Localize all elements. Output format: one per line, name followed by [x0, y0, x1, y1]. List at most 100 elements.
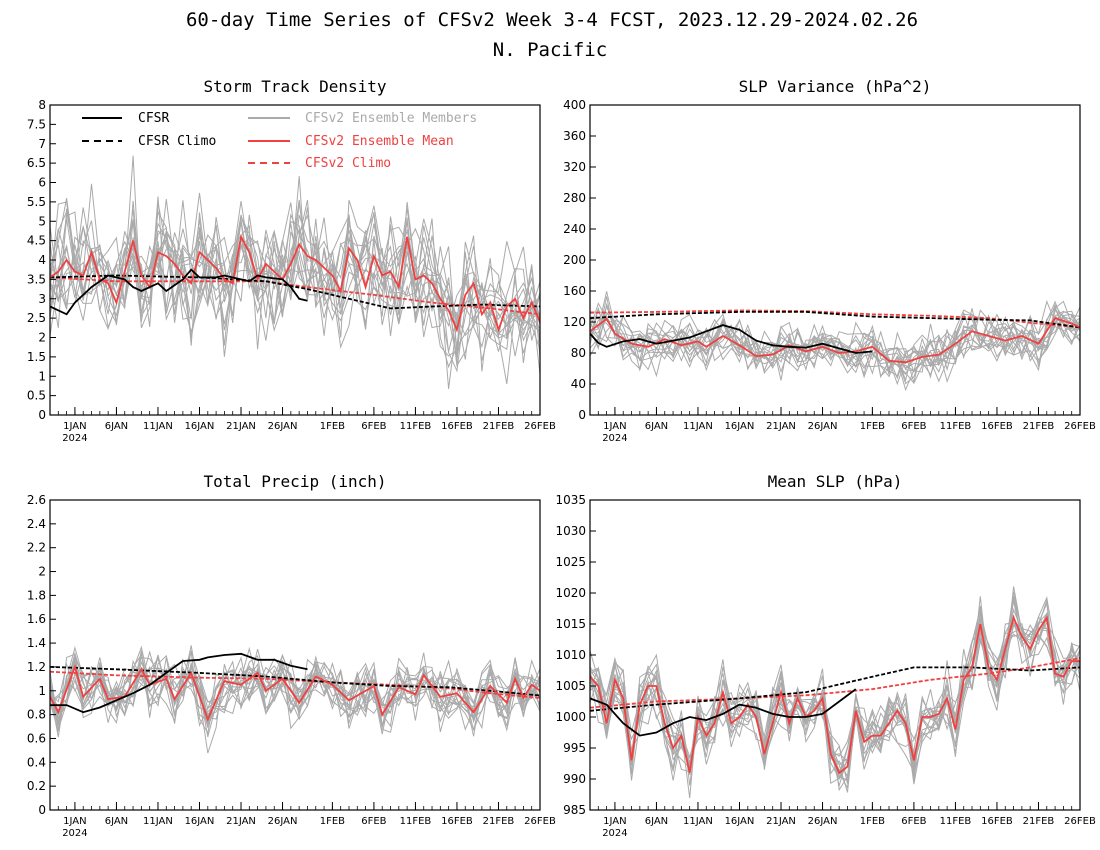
y-tick-label: 1010: [555, 648, 586, 662]
series-cfsv2-ensemble-mean: [590, 615, 1080, 775]
y-tick-label: 1030: [555, 524, 586, 538]
series-cfsv2-climo: [590, 309, 1080, 329]
y-tick-label: 6: [38, 176, 46, 190]
x-tick-label: 1FEB: [860, 816, 885, 827]
panels: Storm Track Density 0 0.5 1 1.5 2 2.5 3 3.5 4 4.5 5…: [27, 77, 1096, 839]
x-tick-label: 16FEB: [441, 816, 473, 827]
ensemble-member-line: [50, 645, 540, 733]
x-tick-label: 11FEB: [940, 816, 972, 827]
x-tick-label: 1JAN: [603, 421, 626, 432]
y-tick-label: 4.5: [27, 234, 46, 248]
y-tick-label: 1000: [555, 710, 586, 724]
plot-frame: [589, 104, 1081, 416]
panel-title: Mean SLP (hPa): [768, 472, 903, 491]
legend-label: CFSR Climo: [138, 134, 216, 149]
y-tick-label: 80: [571, 346, 586, 360]
y-tick-label: 1015: [555, 617, 586, 631]
x-tick-year-label: 2024: [62, 433, 87, 444]
series-cfsv2-climo: [590, 657, 1080, 709]
series-cfsr: [50, 268, 308, 316]
y-tick-label: 280: [563, 191, 586, 205]
x-tick-label: 6JAN: [645, 816, 668, 827]
series-cfsr: [590, 324, 873, 354]
series-cfsv2-climo: [50, 276, 540, 316]
panel-title: SLP Variance (hPa^2): [739, 77, 932, 96]
y-tick-label: 1.2: [27, 660, 46, 674]
y-tick-label: 400: [563, 98, 586, 112]
y-tick-label: 3.5: [27, 272, 46, 286]
plot-area: [590, 291, 1080, 392]
x-tick-label: 16JAN: [725, 816, 755, 827]
legend-label: CFSv2 Ensemble Mean: [305, 134, 454, 149]
y-tick-label: 40: [571, 377, 586, 391]
x-tick-label: 21FEB: [1023, 421, 1055, 432]
ensemble-member-line: [50, 199, 540, 357]
series-cfsr-climo: [590, 310, 1080, 329]
x-tick-label: 11JAN: [683, 816, 713, 827]
x-tick-label: 16JAN: [185, 421, 215, 432]
y-tick-label: 160: [563, 284, 586, 298]
x-tick-label: 21JAN: [766, 816, 796, 827]
figure-region: N. Pacific: [493, 39, 607, 61]
y-tick-label: 7.5: [27, 117, 46, 131]
y-tick-label: 1.4: [27, 636, 46, 650]
y-tick-label: 1.6: [27, 612, 46, 626]
x-tick-label: 11FEB: [940, 421, 972, 432]
y-tick-label: 0.8: [27, 708, 46, 722]
y-tick-label: 200: [563, 253, 586, 267]
panel-title: Total Precip (inch): [203, 472, 386, 491]
series-cfsv2-ensemble-mean: [50, 234, 540, 333]
plot-area: [50, 155, 540, 390]
x-tick-label: 16FEB: [981, 421, 1013, 432]
x-tick-label: 21JAN: [226, 816, 256, 827]
y-tick-label: 0.5: [27, 389, 46, 403]
y-tick-label: 1020: [555, 586, 586, 600]
x-tick-label: 11JAN: [143, 421, 173, 432]
ensemble-member-line: [590, 306, 1080, 373]
ensemble-member-line: [590, 316, 1080, 386]
x-tick-year-label: 2024: [602, 433, 627, 444]
ensemble-member-line: [50, 650, 540, 723]
y-tick-label: 2.2: [27, 541, 46, 555]
series-cfsv2-ensemble-mean: [590, 317, 1080, 364]
ensemble-member-line: [50, 200, 540, 339]
y-tick-label: 3: [38, 292, 46, 306]
y-tick-label: 1.8: [27, 588, 46, 602]
x-tick-label: 26JAN: [808, 816, 838, 827]
x-tick-year-label: 2024: [62, 828, 87, 839]
x-tick-label: 6FEB: [901, 421, 926, 432]
series-cfsr: [50, 652, 308, 714]
x-tick-label: 1JAN: [63, 816, 86, 827]
y-tick-label: 2.6: [27, 493, 46, 507]
y-tick-label: 995: [563, 741, 586, 755]
y-tick-label: 990: [563, 772, 586, 786]
legend-label: CFSR: [138, 111, 169, 126]
y-tick-label: 0.2: [27, 779, 46, 793]
ensemble-member-line: [50, 196, 540, 358]
y-tick-label: 2: [38, 331, 46, 345]
panel-1: Storm Track Density 0 0.5 1 1.5 2 2.5 3 3.5 4 4.5 5…: [27, 77, 556, 444]
x-tick-label: 21FEB: [483, 421, 515, 432]
x-tick-label: 16JAN: [185, 816, 215, 827]
y-tick-label: 1: [38, 684, 46, 698]
legend: CFSR CFSR Climo CFSv2 Ensemble Members CFSv…: [82, 111, 477, 171]
ensemble-member-line: [590, 306, 1080, 376]
y-tick-label: 5.5: [27, 195, 46, 209]
y-tick-label: 360: [563, 129, 586, 143]
y-tick-label: 7: [38, 137, 46, 151]
series-cfsr-climo: [590, 666, 1080, 712]
x-tick-label: 11JAN: [683, 421, 713, 432]
panel-4: Mean SLP (hPa) 985 990 995 1000 1005 1010 1015 1…: [555, 472, 1096, 839]
x-tick-label: 1FEB: [860, 421, 885, 432]
y-tick-label: 1: [38, 369, 46, 383]
y-tick-label: 1005: [555, 679, 586, 693]
ensemble-member-line: [590, 599, 1080, 781]
y-tick-label: 0.6: [27, 731, 46, 745]
y-tick-label: 120: [563, 315, 586, 329]
panel-title: Storm Track Density: [203, 77, 386, 96]
ensemble-member-line: [590, 302, 1080, 392]
ensemble-member-line: [590, 291, 1080, 377]
x-tick-label: 26FEB: [1064, 421, 1096, 432]
y-tick-label: 0: [38, 803, 46, 817]
ensemble-member-line: [50, 175, 540, 367]
